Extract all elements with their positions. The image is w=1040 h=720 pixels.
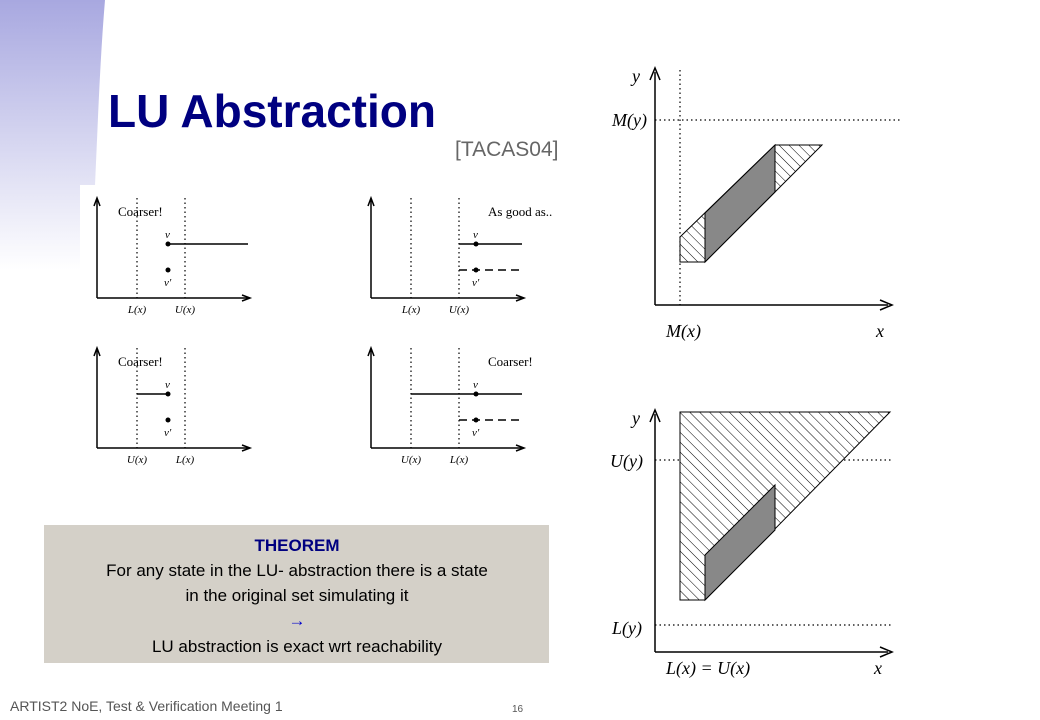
theorem-line: LU abstraction is exact wrt reachability <box>152 637 443 656</box>
arrow <box>515 444 527 452</box>
point-label: ν <box>165 379 170 391</box>
x-label: U(x) <box>401 454 421 466</box>
theorem-heading: THEOREM <box>255 536 340 555</box>
point <box>473 391 479 397</box>
arrow <box>367 345 375 357</box>
point-label: ν' <box>164 277 172 289</box>
arrow <box>649 408 661 423</box>
point-label: ν' <box>164 427 172 439</box>
region <box>704 143 776 264</box>
point <box>473 267 479 273</box>
region <box>704 483 776 602</box>
point-label: ν <box>473 229 478 241</box>
bottom-diagram: y U(y) L(y) L(x) = U(x) x <box>610 408 894 679</box>
arrow <box>93 195 101 207</box>
arrow <box>241 444 253 452</box>
axis-label: y <box>630 66 640 86</box>
theorem-box <box>44 525 549 663</box>
x-label: U(x) <box>127 454 147 466</box>
reference: [TACAS04] <box>455 138 558 161</box>
arrow <box>515 294 527 302</box>
x-label: U(x) <box>175 304 195 316</box>
point <box>165 241 171 247</box>
theorem-arrow: → <box>289 611 306 630</box>
point-label: ν' <box>472 277 480 289</box>
arrow <box>93 345 101 357</box>
title: LU Abstraction <box>108 85 436 137</box>
point <box>165 267 171 273</box>
small-diagrams: ν ν' Coarser! L(x) U(x) ν ν' As good as.. L(x) U(… <box>93 195 552 466</box>
arrow <box>879 299 894 311</box>
point-label: ν <box>165 229 170 241</box>
axis-label: x <box>873 658 882 678</box>
axis-label: x <box>875 321 884 341</box>
axis-label: L(y) <box>611 618 642 639</box>
x-label: L(x) <box>175 454 195 466</box>
point-label: ν' <box>472 427 480 439</box>
caption: Coarser! <box>488 354 533 369</box>
x-label: U(x) <box>449 304 469 316</box>
caption: Coarser! <box>118 354 163 369</box>
theorem-line: in the original set simulating it <box>185 586 408 605</box>
x-label: L(x) <box>401 304 421 316</box>
theorem-line: For any state in the LU- abstraction the… <box>106 561 488 580</box>
caption: As good as.. <box>488 204 552 219</box>
caption: Coarser! <box>118 204 163 219</box>
axis-label: U(y) <box>610 451 643 472</box>
point <box>473 417 479 423</box>
x-label: L(x) <box>127 304 147 316</box>
footer: ARTIST2 NoE, Test & Verification Meeting… <box>10 698 283 714</box>
arrow <box>649 66 661 81</box>
page-number: 16 <box>512 704 524 715</box>
point <box>165 391 171 397</box>
point-label: ν <box>473 379 478 391</box>
arrow <box>241 294 253 302</box>
point <box>473 241 479 247</box>
point <box>165 417 171 423</box>
axis-label: y <box>630 408 640 428</box>
axis-label: M(x) <box>665 321 701 342</box>
arrow <box>367 195 375 207</box>
axis-label: M(y) <box>611 110 647 131</box>
side-decoration <box>0 0 105 270</box>
axis-label: L(x) = U(x) <box>665 658 750 679</box>
arrow <box>879 646 894 658</box>
top-diagram: y M(y) M(x) x <box>611 66 900 342</box>
x-label: L(x) <box>449 454 469 466</box>
